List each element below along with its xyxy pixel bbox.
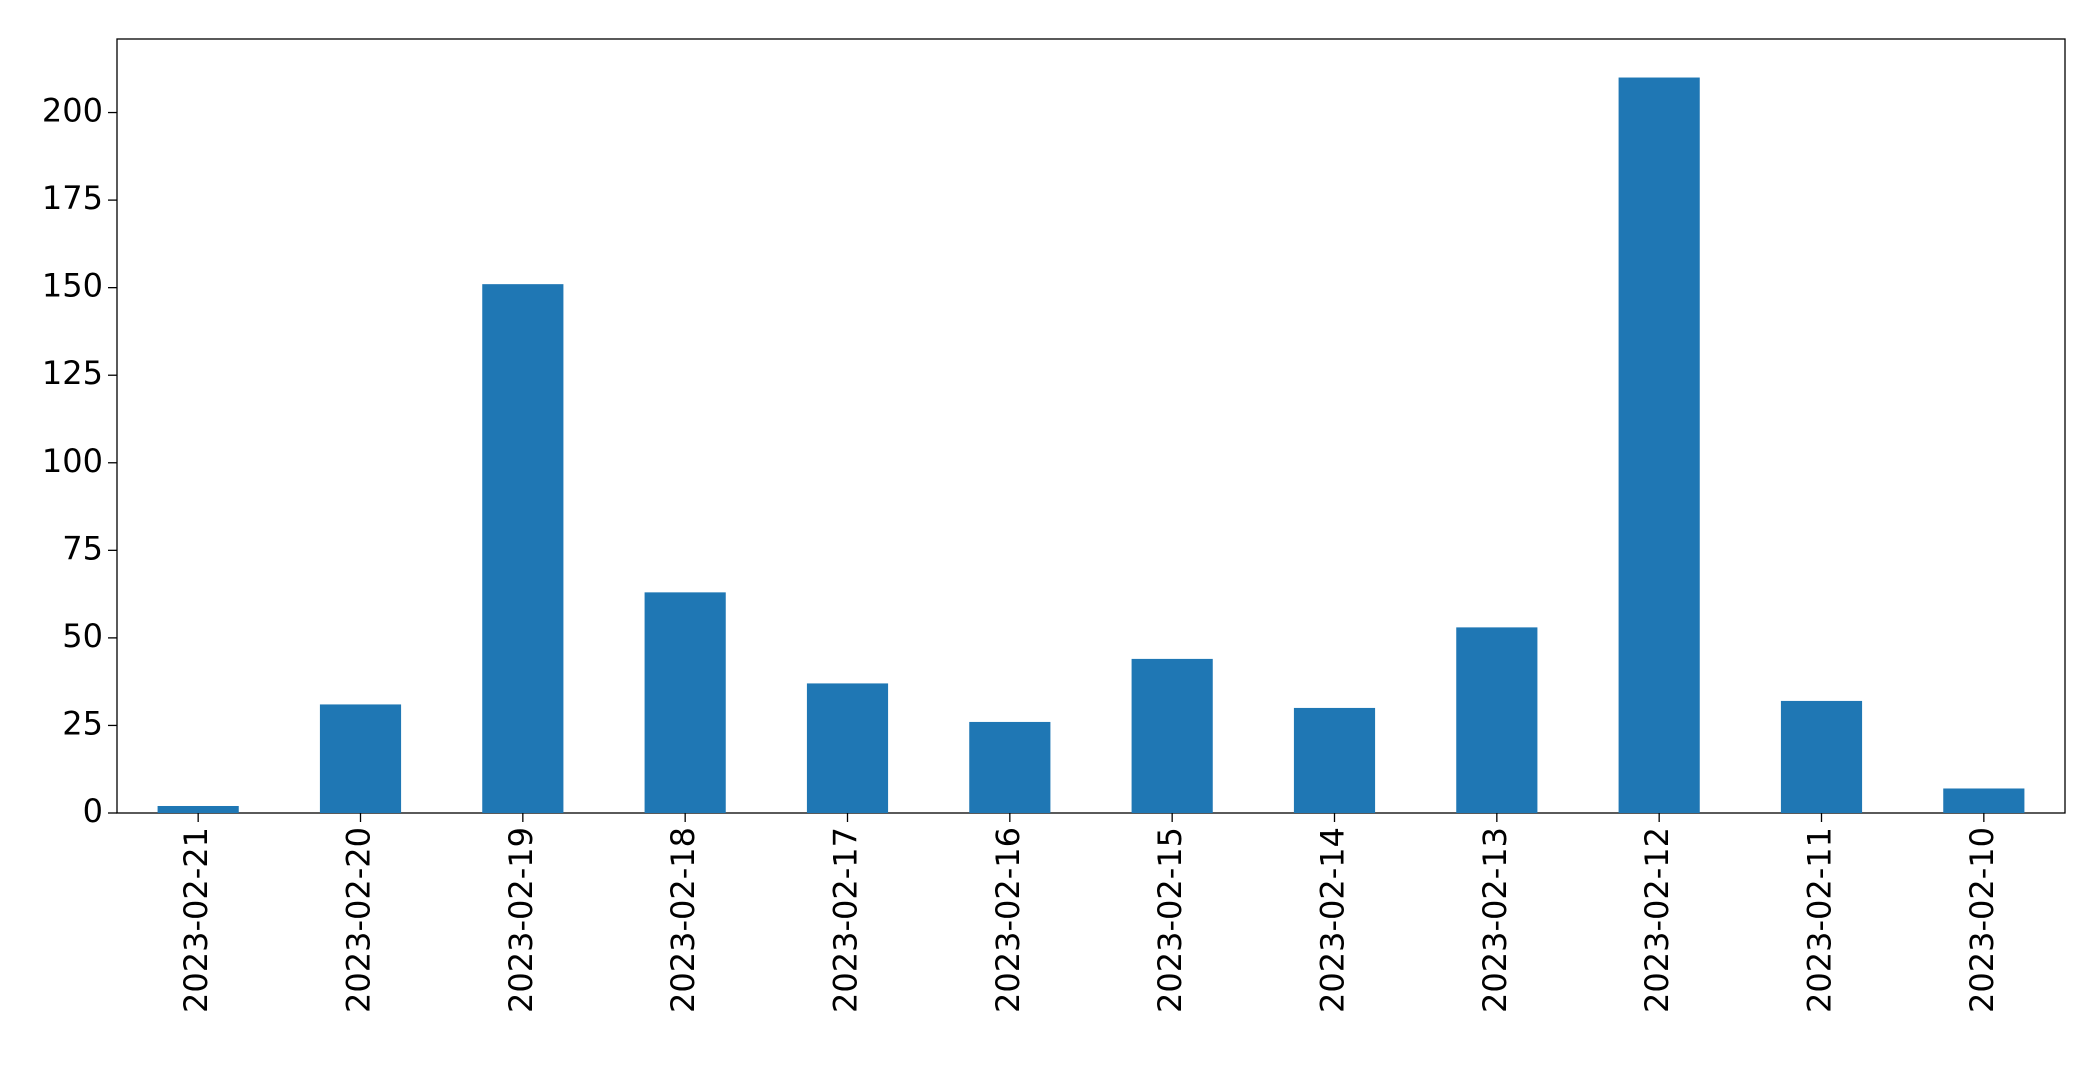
x-tick-label: 2023-02-16 — [989, 827, 1027, 1013]
x-tick-label: 2023-02-12 — [1638, 827, 1676, 1013]
x-tick-label: 2023-02-20 — [340, 827, 378, 1013]
x-tick-label: 2023-02-17 — [827, 827, 865, 1013]
x-tick-label: 2023-02-21 — [177, 827, 215, 1013]
bar — [1618, 77, 1700, 813]
bar — [482, 284, 564, 813]
y-tick-label: 200 — [42, 92, 103, 130]
y-tick-label: 100 — [42, 442, 103, 480]
bar — [319, 704, 402, 813]
y-tick-label: 125 — [42, 354, 103, 392]
y-tick-label: 0 — [83, 792, 103, 830]
x-tick-label: 2023-02-18 — [664, 827, 702, 1013]
bar — [1131, 658, 1213, 813]
bar — [969, 721, 1051, 813]
bar — [157, 805, 239, 813]
x-tick-label: 2023-02-14 — [1314, 827, 1352, 1013]
y-tick-label: 150 — [42, 267, 103, 305]
y-tick-label: 50 — [62, 617, 103, 655]
plot-frame — [116, 38, 2066, 814]
x-tick-label: 2023-02-11 — [1801, 827, 1839, 1013]
bar — [644, 592, 726, 813]
bar — [1943, 788, 2025, 813]
y-tick-label: 25 — [62, 704, 103, 742]
y-tick-label: 175 — [42, 179, 103, 217]
x-tick-label: 2023-02-19 — [502, 827, 540, 1013]
bar — [1293, 707, 1376, 813]
bar — [1456, 627, 1538, 813]
bar — [806, 683, 889, 813]
bar — [1780, 700, 1863, 813]
y-tick-label: 75 — [62, 529, 103, 567]
x-tick-label: 2023-02-13 — [1476, 827, 1514, 1013]
x-tick-label: 2023-02-15 — [1151, 827, 1189, 1013]
x-tick-label: 2023-02-10 — [1963, 827, 2001, 1013]
